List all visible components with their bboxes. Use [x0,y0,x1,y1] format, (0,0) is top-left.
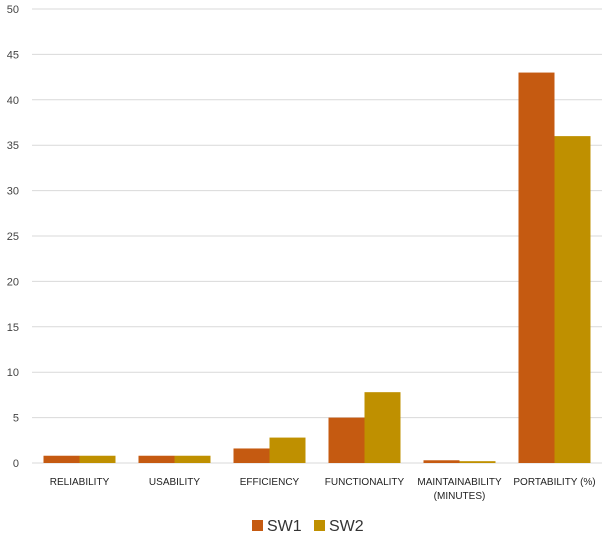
y-tick-label: 15 [7,322,19,334]
bar-sw2 [269,437,306,463]
y-axis: 0 5 10 15 20 25 30 35 40 45 50 [7,4,19,470]
bars [43,72,591,463]
legend-label: SW1 [267,518,302,535]
y-tick-label: 35 [7,140,19,152]
x-tick-label: RELIABILITY [50,477,110,488]
y-tick-label: 30 [7,186,19,198]
legend-swatch-sw2 [314,520,325,531]
x-tick-label: PORTABILITY (%) [513,477,595,488]
bar-sw1 [233,448,270,463]
bar-sw1 [43,455,80,463]
y-tick-label: 50 [7,4,19,16]
bar-sw2 [459,461,496,463]
bar-sw1 [423,460,460,463]
legend-swatch-sw1 [252,520,263,531]
bar-sw2 [364,392,401,463]
bar-sw1 [328,417,365,463]
x-tick-label: (MINUTES) [434,491,486,502]
y-tick-label: 0 [13,458,19,470]
bar-sw2 [79,455,116,463]
x-tick-label: MAINTAINABILITY [417,477,502,488]
y-tick-label: 25 [7,231,19,243]
x-tick-label: USABILITY [149,477,200,488]
x-tick-label: FUNCTIONALITY [325,477,405,488]
bar-sw1 [518,72,555,463]
y-tick-label: 45 [7,49,19,61]
y-tick-label: 40 [7,95,19,107]
bar-sw2 [174,455,211,463]
bar-sw1 [138,455,175,463]
y-tick-label: 5 [13,413,19,425]
y-tick-label: 10 [7,367,19,379]
legend: SW1 SW2 [252,518,364,535]
x-axis: RELIABILITY USABILITY EFFICIENCY FUNCTIONAL… [50,477,596,502]
legend-label: SW2 [329,518,364,535]
x-tick-label: EFFICIENCY [240,477,300,488]
bar-sw2 [554,136,591,463]
y-tick-label: 20 [7,276,19,288]
gridlines [32,8,602,464]
